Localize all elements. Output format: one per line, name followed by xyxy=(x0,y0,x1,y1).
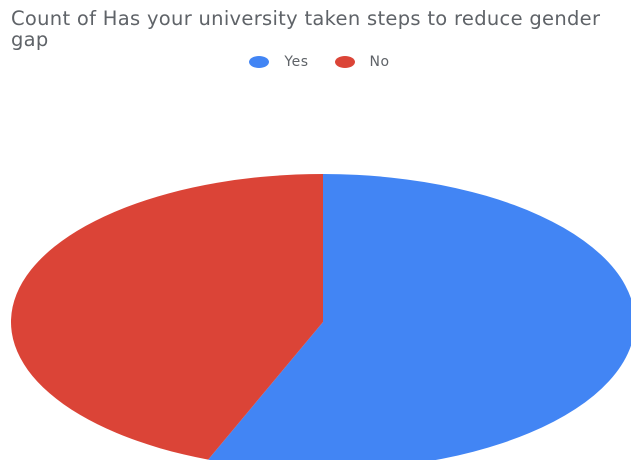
chart-legend: Yes No xyxy=(0,54,631,70)
pie-slice-yes[interactable] xyxy=(208,174,631,460)
chart-title: Count of Has your university taken steps… xyxy=(11,7,601,51)
legend-label-yes: Yes xyxy=(284,54,309,70)
legend-label-no: No xyxy=(369,54,390,70)
legend-item-yes[interactable]: Yes xyxy=(249,54,308,70)
pie-slice-no[interactable] xyxy=(10,174,324,460)
legend-swatch-yes xyxy=(249,56,270,68)
legend-swatch-no xyxy=(334,56,355,68)
legend-item-no[interactable]: No xyxy=(334,54,390,70)
